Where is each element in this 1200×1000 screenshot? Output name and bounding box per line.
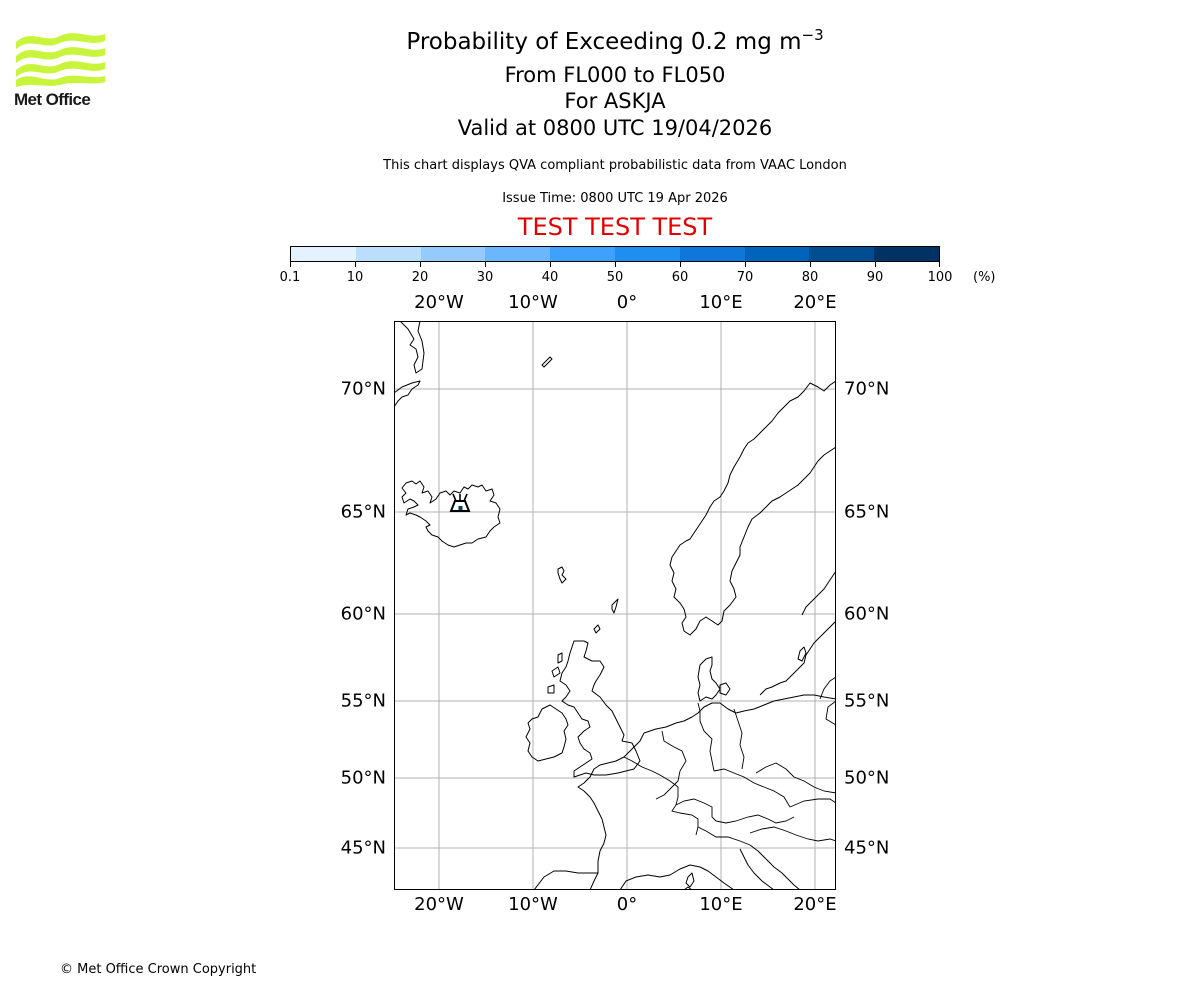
- colorbar: [290, 246, 940, 262]
- colorbar-label: 30: [476, 270, 494, 285]
- lon-label-top: 10°W: [508, 292, 558, 313]
- corsica-coast: [685, 872, 695, 888]
- iceland-coast: [401, 480, 501, 548]
- denmark-coast: [697, 656, 721, 702]
- lat-label-left: 70°N: [340, 378, 386, 400]
- scandinavia-coast: [669, 380, 837, 636]
- colorbar-label: 80: [801, 270, 819, 285]
- issue-time: Issue Time: 0800 UTC 19 Apr 2026: [502, 191, 728, 206]
- lon-label-bottom: 0°: [616, 894, 638, 915]
- lat-label-right: 55°N: [844, 690, 890, 712]
- colorbar-unit: (%): [973, 270, 996, 285]
- colorbar-label: 50: [606, 270, 624, 285]
- lon-label-top: 20°E: [793, 292, 837, 313]
- colorbar-tick: [680, 262, 681, 267]
- colorbar-tick: [355, 262, 356, 267]
- probability-cell: [458, 506, 463, 510]
- lat-label-right: 45°N: [844, 837, 890, 859]
- france-coast: [577, 732, 645, 891]
- faroe-coast: [557, 566, 567, 584]
- colorbar-label: 100: [927, 270, 953, 285]
- colorbar-label: 60: [671, 270, 689, 285]
- colorbar-tick: [550, 262, 551, 267]
- gridlines: [394, 321, 836, 890]
- met-office-waves-icon: [16, 33, 105, 87]
- colorbar-tick: [810, 262, 811, 267]
- great-britain-coast: [559, 640, 641, 778]
- mediterranean-coast: [619, 864, 735, 891]
- title-text: Probability of Exceeding 0.2 mg m: [406, 29, 802, 55]
- colorbar-label: 40: [541, 270, 559, 285]
- colorbar-label: 70: [736, 270, 754, 285]
- lat-label-right: 70°N: [844, 378, 890, 400]
- lat-label-left: 45°N: [340, 837, 386, 859]
- lat-label-left: 60°N: [340, 603, 386, 625]
- colorbar-tick: [290, 262, 291, 267]
- lat-label-right: 65°N: [844, 501, 890, 523]
- colorbar-tick: [615, 262, 616, 267]
- iberia-coast: [533, 870, 598, 891]
- volcano-icon[interactable]: [449, 493, 471, 512]
- lat-label-left: 65°N: [340, 501, 386, 523]
- shetland-coast: [611, 598, 619, 614]
- lon-label-bottom: 10°E: [699, 894, 743, 915]
- colorbar-bin-4: [550, 247, 615, 261]
- colorbar-bin-8: [809, 247, 875, 261]
- jan-mayen-coast: [541, 356, 553, 368]
- colorbar-label: 90: [866, 270, 884, 285]
- logo-text: Met Office: [14, 90, 91, 109]
- colorbar-tick: [745, 262, 746, 267]
- chart-description: This chart displays QVA compliant probab…: [383, 158, 847, 173]
- colorbar-bin-9: [874, 247, 939, 261]
- lon-label-bottom: 10°W: [508, 894, 558, 915]
- ireland-coast: [525, 704, 569, 762]
- italy-coast: [739, 848, 775, 891]
- colorbar-bin-2: [420, 247, 486, 261]
- lon-label-top: 20°W: [414, 292, 464, 313]
- colorbar-tick: [485, 262, 486, 267]
- met-office-logo: Met Office: [14, 30, 106, 112]
- lon-label-bottom: 20°W: [414, 894, 464, 915]
- volcano-name: For ASKJA: [564, 89, 666, 113]
- copyright-notice: © Met Office Crown Copyright: [60, 962, 257, 977]
- lat-label-left: 55°N: [340, 690, 386, 712]
- colorbar-bin-0: [291, 247, 356, 261]
- colorbar-label: 0.1: [279, 270, 301, 285]
- lon-label-bottom: 20°E: [793, 894, 837, 915]
- lon-label-top: 10°E: [699, 292, 743, 313]
- gotland-coast: [797, 646, 807, 662]
- map-panel[interactable]: [393, 320, 837, 891]
- colorbar-bin-7: [744, 247, 810, 261]
- colorbar-tick: [939, 262, 940, 267]
- lat-label-right: 50°N: [844, 767, 890, 789]
- flight-level-range: From FL000 to FL050: [504, 63, 726, 87]
- greenland-coast: [399, 320, 425, 374]
- colorbar-tick: [875, 262, 876, 267]
- colorbar-label: 20: [411, 270, 429, 285]
- colorbar-bin-3: [485, 247, 551, 261]
- lon-label-top: 0°: [616, 292, 638, 313]
- country-borders: [623, 676, 837, 846]
- colorbar-bin-5: [614, 247, 680, 261]
- colorbar-label: 10: [346, 270, 364, 285]
- map-frame: [394, 321, 836, 890]
- continental-north-coast: [643, 694, 837, 734]
- coastlines: [393, 320, 837, 891]
- lat-label-right: 60°N: [844, 603, 890, 625]
- map-canvas: [393, 320, 837, 891]
- test-banner: TEST TEST TEST: [517, 213, 713, 241]
- valid-time: Valid at 0800 UTC 19/04/2026: [457, 116, 773, 140]
- colorbar-bin-6: [679, 247, 745, 261]
- lat-label-left: 50°N: [340, 767, 386, 789]
- colorbar-tick: [420, 262, 421, 267]
- colorbar-bin-1: [355, 247, 421, 261]
- chart-title: Probability of Exceeding 0.2 mg m−3: [300, 26, 930, 55]
- title-superscript: −3: [801, 26, 824, 44]
